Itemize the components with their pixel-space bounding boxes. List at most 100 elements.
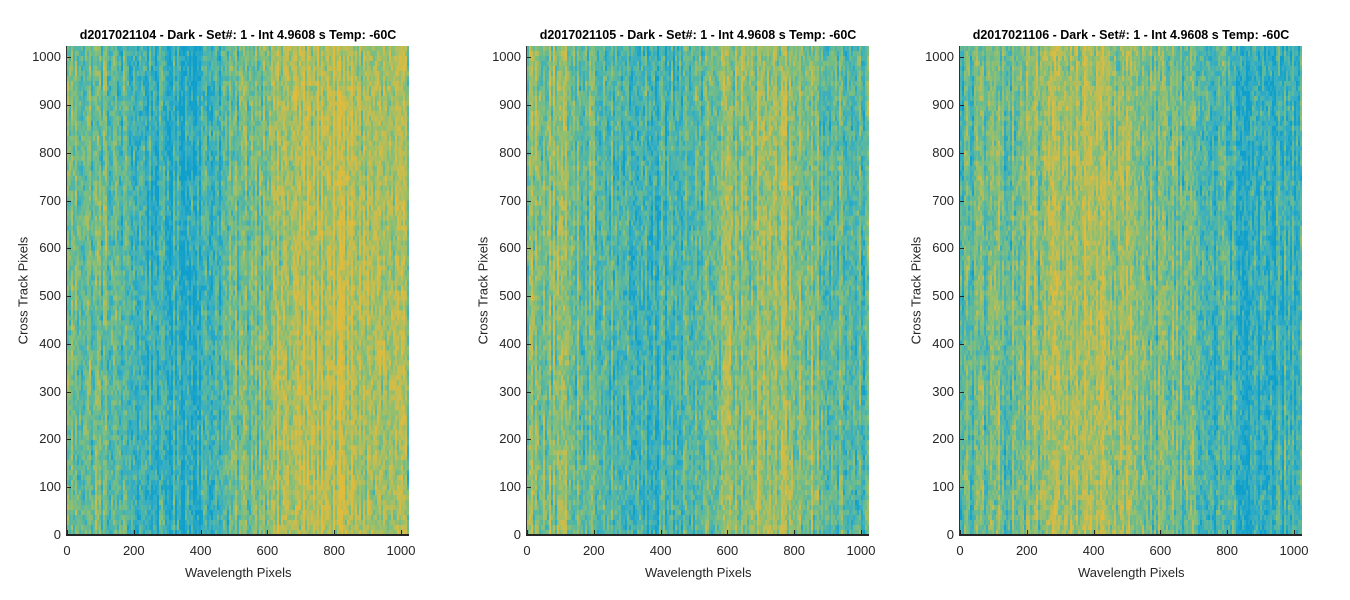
x-tick-mark [660,530,662,534]
y-tick-label: 600 [21,240,61,255]
y-tick-mark [960,200,964,202]
y-tick-mark [67,57,71,59]
x-tick-label: 200 [1007,543,1047,558]
y-tick-label: 1000 [914,49,954,64]
y-tick-mark [527,248,531,250]
x-tick-mark [527,530,528,534]
y-tick-label: 300 [481,384,521,399]
y-tick-mark [527,200,531,202]
y-tick-label: 400 [21,336,61,351]
y-tick-label: 300 [21,384,61,399]
x-axis-line [959,534,1302,536]
chart-title: d2017021104 - Dark - Set#: 1 - Int 4.960… [37,28,439,42]
y-tick-mark [527,535,531,536]
y-tick-mark [960,152,964,154]
x-tick-mark [860,530,862,534]
y-tick-label: 1000 [481,49,521,64]
y-tick-mark [527,296,531,298]
chart-title: d2017021105 - Dark - Set#: 1 - Int 4.960… [497,28,899,42]
x-axis-line [66,534,409,536]
x-tick-mark [400,530,402,534]
x-tick-mark [727,530,729,534]
heatmap-plot-area [67,46,409,535]
y-tick-mark [67,200,71,202]
y-tick-mark [527,105,531,107]
x-tick-mark [794,530,796,534]
y-tick-label: 100 [21,479,61,494]
y-tick-mark [67,439,71,441]
y-tick-label: 700 [914,193,954,208]
x-axis-label: Wavelength Pixels [1078,565,1184,580]
y-tick-label: 700 [481,193,521,208]
x-tick-mark [593,530,595,534]
y-tick-label: 100 [481,479,521,494]
y-tick-mark [527,487,531,489]
y-tick-mark [527,343,531,345]
y-tick-label: 800 [21,145,61,160]
x-axis-line [526,534,869,536]
x-tick-label: 600 [1140,543,1180,558]
y-tick-mark [67,296,71,298]
y-tick-mark [67,105,71,107]
y-tick-label: 600 [914,240,954,255]
x-tick-label: 0 [940,543,980,558]
heatmap-image [960,46,1302,535]
x-tick-mark [334,530,336,534]
y-axis-label: Cross Track Pixels [475,237,490,345]
x-tick-label: 400 [1074,543,1114,558]
y-tick-mark [960,248,964,250]
y-tick-label: 100 [914,479,954,494]
x-tick-mark [1227,530,1229,534]
x-tick-label: 1000 [841,543,881,558]
y-tick-label: 0 [914,527,954,542]
y-tick-label: 300 [914,384,954,399]
x-tick-label: 400 [181,543,221,558]
y-tick-label: 200 [914,431,954,446]
y-tick-mark [960,391,964,393]
y-tick-label: 800 [914,145,954,160]
y-tick-label: 400 [914,336,954,351]
y-tick-mark [960,535,964,536]
x-tick-mark [267,530,269,534]
y-axis-line [66,46,67,536]
x-tick-label: 200 [574,543,614,558]
y-tick-mark [67,248,71,250]
x-axis-label: Wavelength Pixels [645,565,751,580]
y-tick-mark [527,57,531,59]
x-tick-label: 800 [774,543,814,558]
y-tick-mark [960,105,964,107]
heatmap-image [527,46,869,535]
y-tick-label: 600 [481,240,521,255]
x-tick-label: 200 [114,543,154,558]
x-tick-label: 600 [247,543,287,558]
y-axis-label: Cross Track Pixels [15,237,30,345]
y-tick-label: 0 [21,527,61,542]
x-tick-label: 400 [641,543,681,558]
x-tick-mark [960,530,961,534]
y-tick-mark [527,439,531,441]
y-tick-mark [67,391,71,393]
y-tick-mark [960,296,964,298]
heatmap-image [67,46,409,535]
x-tick-label: 1000 [1274,543,1314,558]
x-tick-mark [1293,530,1295,534]
y-tick-mark [960,439,964,441]
heatmap-plot-area [960,46,1302,535]
x-tick-label: 1000 [381,543,421,558]
x-tick-mark [200,530,202,534]
x-tick-mark [67,530,68,534]
y-tick-mark [67,487,71,489]
y-tick-label: 500 [21,288,61,303]
y-tick-label: 500 [481,288,521,303]
y-axis-label: Cross Track Pixels [908,237,923,345]
x-tick-mark [1093,530,1095,534]
heatmap-plot-area [527,46,869,535]
x-tick-label: 600 [707,543,747,558]
y-axis-line [526,46,527,536]
y-tick-label: 1000 [21,49,61,64]
y-tick-mark [527,152,531,154]
y-tick-label: 900 [21,97,61,112]
y-tick-mark [67,152,71,154]
y-tick-mark [960,487,964,489]
y-tick-mark [67,535,71,536]
